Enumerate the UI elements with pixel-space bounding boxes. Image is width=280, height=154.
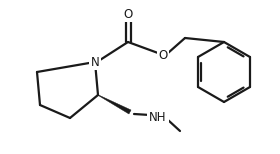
Text: N: N <box>91 55 99 69</box>
Polygon shape <box>98 95 131 114</box>
Text: NH: NH <box>149 111 167 124</box>
Text: O: O <box>158 49 168 61</box>
Text: O: O <box>123 8 133 20</box>
